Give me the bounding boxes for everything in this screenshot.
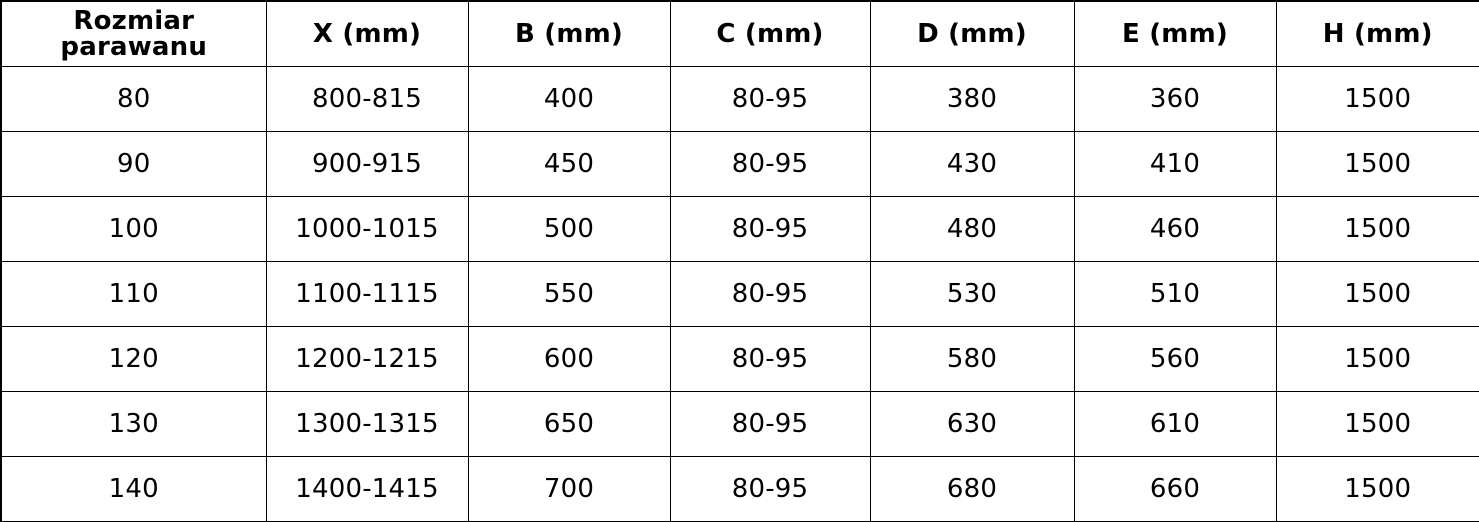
cell-b: 450 <box>467 131 671 197</box>
cell-h: 1500 <box>1275 456 1479 522</box>
column-header-d: D (mm) <box>869 0 1075 67</box>
table-row: 140 1400-1415 700 80-95 680 660 1500 <box>0 456 1479 522</box>
table-row: 110 1100-1115 550 80-95 530 510 1500 <box>0 261 1479 327</box>
column-header-c: C (mm) <box>669 0 871 67</box>
cell-rozmiar-parawanu: 100 <box>0 196 267 262</box>
column-header-b: B (mm) <box>467 0 671 67</box>
cell-b: 550 <box>467 261 671 327</box>
cell-b: 600 <box>467 326 671 392</box>
table-row: 130 1300-1315 650 80-95 630 610 1500 <box>0 391 1479 457</box>
table-body: 80 800-815 400 80-95 380 360 1500 90 900… <box>0 66 1479 522</box>
column-header-e: E (mm) <box>1073 0 1277 67</box>
cell-h: 1500 <box>1275 196 1479 262</box>
cell-c: 80-95 <box>669 196 871 262</box>
cell-b: 700 <box>467 456 671 522</box>
cell-e: 610 <box>1073 391 1277 457</box>
cell-d: 430 <box>869 131 1075 197</box>
column-header-x: X (mm) <box>265 0 469 67</box>
cell-c: 80-95 <box>669 261 871 327</box>
table-row: 90 900-915 450 80-95 430 410 1500 <box>0 131 1479 197</box>
cell-c: 80-95 <box>669 456 871 522</box>
cell-x: 900-915 <box>265 131 469 197</box>
cell-c: 80-95 <box>669 326 871 392</box>
table-row: 120 1200-1215 600 80-95 580 560 1500 <box>0 326 1479 392</box>
cell-d: 630 <box>869 391 1075 457</box>
cell-x: 1200-1215 <box>265 326 469 392</box>
cell-rozmiar-parawanu: 140 <box>0 456 267 522</box>
cell-e: 560 <box>1073 326 1277 392</box>
column-header-h: H (mm) <box>1275 0 1479 67</box>
cell-rozmiar-parawanu: 90 <box>0 131 267 197</box>
column-header-rozmiar-parawanu: Rozmiar parawanu <box>0 0 267 67</box>
table-row: 100 1000-1015 500 80-95 480 460 1500 <box>0 196 1479 262</box>
cell-b: 400 <box>467 66 671 132</box>
cell-d: 480 <box>869 196 1075 262</box>
cell-rozmiar-parawanu: 130 <box>0 391 267 457</box>
cell-x: 800-815 <box>265 66 469 132</box>
cell-e: 360 <box>1073 66 1277 132</box>
cell-e: 660 <box>1073 456 1277 522</box>
cell-x: 1300-1315 <box>265 391 469 457</box>
cell-x: 1000-1015 <box>265 196 469 262</box>
cell-c: 80-95 <box>669 66 871 132</box>
cell-h: 1500 <box>1275 326 1479 392</box>
cell-rozmiar-parawanu: 120 <box>0 326 267 392</box>
cell-d: 530 <box>869 261 1075 327</box>
cell-c: 80-95 <box>669 131 871 197</box>
cell-h: 1500 <box>1275 391 1479 457</box>
cell-h: 1500 <box>1275 261 1479 327</box>
cell-b: 650 <box>467 391 671 457</box>
cell-h: 1500 <box>1275 66 1479 132</box>
cell-rozmiar-parawanu: 110 <box>0 261 267 327</box>
cell-c: 80-95 <box>669 391 871 457</box>
table-header-row: Rozmiar parawanu X (mm) B (mm) C (mm) D … <box>0 0 1479 67</box>
cell-h: 1500 <box>1275 131 1479 197</box>
cell-x: 1400-1415 <box>265 456 469 522</box>
cell-rozmiar-parawanu: 80 <box>0 66 267 132</box>
cell-d: 580 <box>869 326 1075 392</box>
cell-e: 510 <box>1073 261 1277 327</box>
cell-e: 410 <box>1073 131 1277 197</box>
table-header: Rozmiar parawanu X (mm) B (mm) C (mm) D … <box>0 0 1479 67</box>
cell-d: 380 <box>869 66 1075 132</box>
cell-d: 680 <box>869 456 1075 522</box>
cell-b: 500 <box>467 196 671 262</box>
cell-e: 460 <box>1073 196 1277 262</box>
cell-x: 1100-1115 <box>265 261 469 327</box>
table-row: 80 800-815 400 80-95 380 360 1500 <box>0 66 1479 132</box>
